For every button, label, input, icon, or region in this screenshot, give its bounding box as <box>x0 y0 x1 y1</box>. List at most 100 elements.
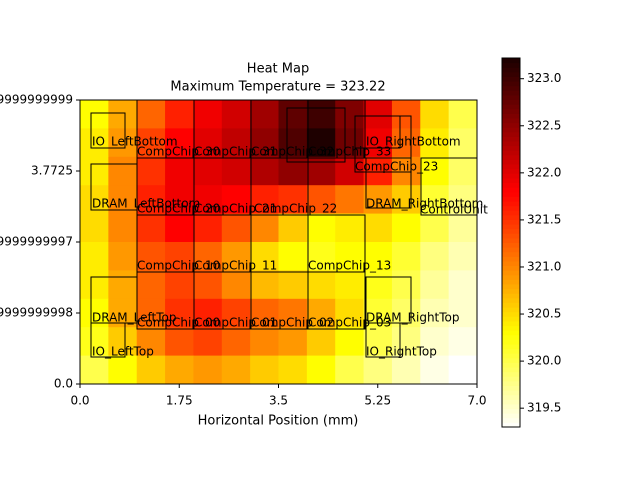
colorbar-step <box>502 422 520 428</box>
heat-cell <box>335 327 365 357</box>
heat-cell <box>306 213 336 243</box>
heat-cell <box>306 270 336 300</box>
heat-cell <box>193 270 223 300</box>
colorbar-step <box>502 94 520 101</box>
heat-cell <box>250 242 279 271</box>
heat-cell <box>391 100 421 129</box>
heat-cell <box>448 270 478 300</box>
block-label: CompChip_22 <box>254 202 337 216</box>
block-label: CompChip_23 <box>355 160 438 174</box>
heat-cell <box>278 185 308 215</box>
heat-cell <box>108 128 138 158</box>
heat-cell <box>250 327 279 357</box>
colorbar-step <box>502 131 520 137</box>
block-label: CompChip_20 <box>137 202 220 216</box>
heat-cell <box>80 213 109 243</box>
heat-cell <box>363 100 393 129</box>
heat-cell <box>165 213 194 243</box>
heat-cell <box>193 213 223 243</box>
block-label: CompChip_00 <box>137 316 220 330</box>
heat-cell <box>448 213 478 243</box>
floorplan-block <box>354 115 412 173</box>
block-label: ControlUnit <box>420 203 488 217</box>
heat-cell <box>278 156 308 186</box>
colorbar-step <box>502 173 520 179</box>
block-label: CompChip_31 <box>194 145 277 159</box>
block-label: IO_RightBottom <box>366 135 461 149</box>
colorbar-step <box>502 136 520 142</box>
heat-cell <box>108 327 138 357</box>
heat-cell <box>108 185 138 215</box>
heat-cell <box>221 242 251 271</box>
colorbar-step <box>502 85 520 91</box>
heat-cell <box>80 185 109 215</box>
heat-cell <box>250 185 279 215</box>
heat-cell <box>80 327 109 357</box>
colorbar-tick-label: 322.5 <box>527 118 561 132</box>
heat-cell <box>165 128 194 158</box>
colorbar-step <box>502 205 520 211</box>
heat-cell <box>420 100 450 129</box>
heat-cell <box>221 100 251 129</box>
colorbar-step <box>502 311 520 317</box>
x-axis-label: Horizontal Position (mm) <box>198 414 359 429</box>
heat-cell <box>420 355 450 385</box>
y-tick-label: 1.2574999999999998 <box>0 306 73 320</box>
heat-cell <box>136 100 166 129</box>
colorbar-step <box>502 99 520 105</box>
colorbar-step <box>502 108 520 114</box>
colorbar-step <box>502 177 520 184</box>
axes: 0.0 1.75 3.5 5.25 7.0 0.0 1.2574999999999998 2.… <box>0 57 561 428</box>
heat-cell <box>250 213 279 243</box>
heat-cell <box>335 213 365 243</box>
colorbar-step <box>502 399 520 405</box>
heat-cell <box>420 213 450 243</box>
colorbar-step <box>502 293 520 299</box>
heat-cell <box>250 156 279 186</box>
block-label: CompChip_13 <box>308 259 391 273</box>
block-label: CompChip_01 <box>194 316 277 330</box>
colorbar-step <box>502 307 520 313</box>
block-label: IO_LeftTop <box>92 345 154 359</box>
block-label: DRAM_RightTop <box>366 311 460 325</box>
heat-cell <box>80 100 109 129</box>
heat-cell <box>391 128 421 158</box>
colorbar-step <box>502 302 520 308</box>
block-label: CompChip_11 <box>194 259 277 273</box>
block-label: DRAM_LeftBottom <box>92 197 200 211</box>
block-label: DRAM_RightBottom <box>366 197 483 211</box>
colorbar-step <box>502 371 520 377</box>
heat-cell <box>108 270 138 300</box>
colorbar-step <box>502 394 520 400</box>
colorbar-step <box>502 58 520 64</box>
heat-cell <box>193 242 223 271</box>
heat-cell <box>165 185 194 215</box>
colorbar-step <box>502 71 520 77</box>
y-tick-label: 2.5149999999999997 <box>0 235 73 249</box>
heat-cell <box>165 156 194 186</box>
heat-cell <box>250 128 279 158</box>
heat-cell <box>278 100 308 129</box>
heat-cell <box>306 242 336 271</box>
colorbar-tick-label: 319.5 <box>527 401 561 415</box>
heat-cell <box>193 156 223 186</box>
colorbar-step <box>502 353 520 359</box>
colorbar-step <box>502 141 520 147</box>
colorbar-step <box>502 325 520 331</box>
heat-cell <box>80 242 109 271</box>
heat-cell <box>420 156 450 186</box>
heat-cell <box>448 100 478 129</box>
heat-cell <box>136 185 166 215</box>
heat-cell <box>306 128 336 158</box>
colorbar-step <box>502 62 520 68</box>
colorbar-step <box>502 127 520 133</box>
colorbar-step <box>502 334 520 340</box>
heat-cell <box>108 213 138 243</box>
heat-cell <box>221 128 251 158</box>
heat-cell <box>221 327 251 357</box>
heat-cell <box>80 355 109 385</box>
colorbar-step <box>502 367 520 373</box>
heat-cell <box>306 185 336 215</box>
heat-cell <box>221 213 251 243</box>
colorbar-step <box>502 164 520 170</box>
